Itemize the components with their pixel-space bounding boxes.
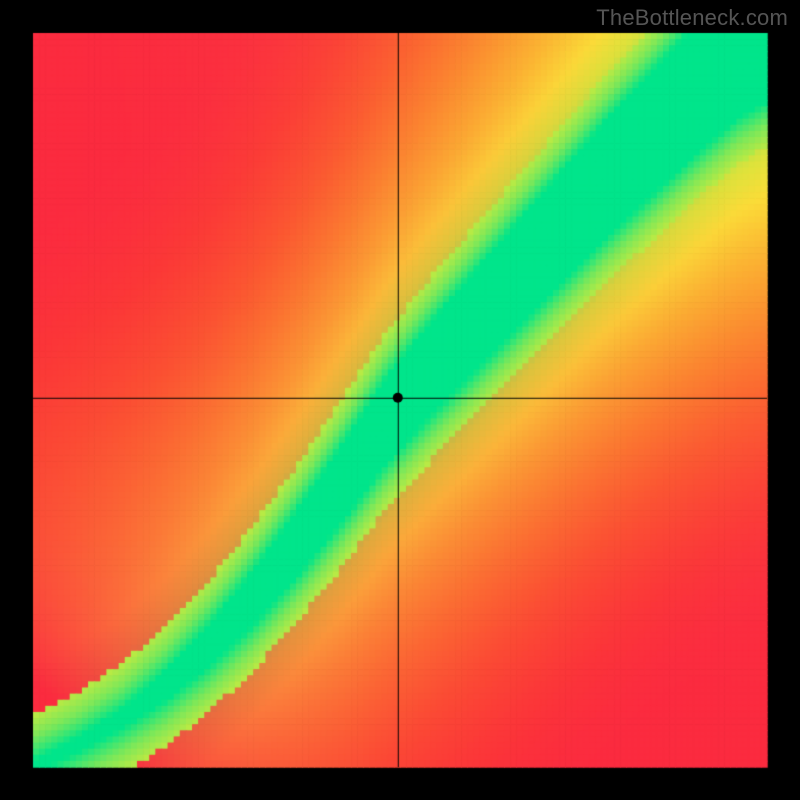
attribution-text: TheBottleneck.com (596, 5, 788, 31)
bottleneck-heatmap (0, 0, 800, 800)
